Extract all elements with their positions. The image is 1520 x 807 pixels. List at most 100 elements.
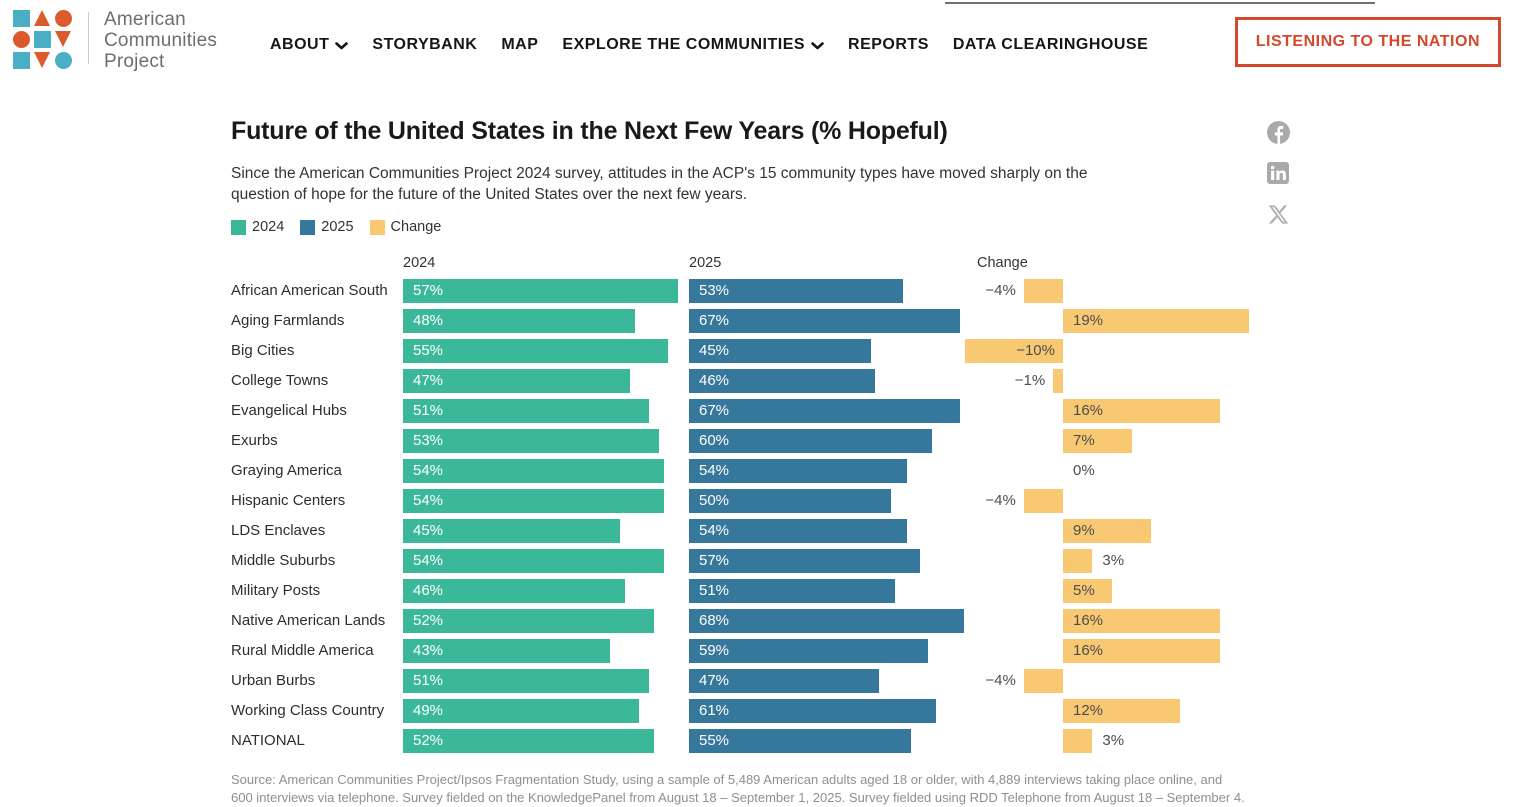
logo-triangle-icon [34, 52, 50, 68]
chart-row: Rural Middle America 43% 59% 16% [0, 639, 1520, 663]
row-label: Rural Middle America [231, 642, 374, 659]
chart-row: Working Class Country 49% 61% 12% [0, 699, 1520, 723]
chevron-down-icon [335, 42, 349, 50]
column-header-2025: 2025 [689, 255, 722, 271]
nav-label: EXPLORE THE COMMUNITIES [562, 36, 806, 53]
bar-value-label: 51% [699, 582, 730, 599]
bar-2024 [403, 309, 635, 333]
bar-change [1023, 279, 1063, 303]
bar-2025 [689, 729, 912, 753]
brand-line: Project [104, 51, 165, 72]
bar-2024 [403, 549, 664, 573]
listening-to-the-nation-button[interactable]: LISTENING TO THE NATION [1234, 17, 1501, 67]
bar-2025 [689, 669, 880, 693]
change-value-label: 16% [1073, 642, 1104, 659]
chart-row: Urban Burbs 51% 47% −4% [0, 669, 1520, 693]
bar-value-label: 57% [413, 282, 444, 299]
legend-swatch-change [369, 219, 385, 235]
bar-change [1023, 669, 1063, 693]
bar-2025 [689, 459, 908, 483]
bar-value-label: 48% [413, 312, 444, 329]
logo-square-icon [34, 31, 51, 48]
row-label: Working Class Country [231, 702, 385, 719]
chart-row: Big Cities 55% 45% −10% [0, 339, 1520, 363]
nav-item-reports[interactable]: REPORTS [848, 36, 929, 54]
row-label: NATIONAL [231, 732, 305, 749]
legend-item-2024: 2024 [231, 219, 284, 235]
bar-change [1063, 309, 1249, 333]
bar-value-label: 61% [699, 702, 730, 719]
nav-item-about[interactable]: ABOUT [270, 36, 349, 54]
main-nav: ABOUT STORYBANK MAP EXPLORE THE COMMUNIT… [270, 0, 1148, 90]
bar-value-label: 57% [699, 552, 730, 569]
nav-item-storybank[interactable]: STORYBANK [372, 36, 477, 54]
column-header-2024: 2024 [403, 255, 436, 271]
logo-circle-icon [55, 10, 72, 27]
chart-row: Native American Lands 52% 68% 16% [0, 609, 1520, 633]
x-icon[interactable] [1266, 202, 1290, 226]
linkedin-icon[interactable] [1266, 161, 1290, 185]
bar-change [1063, 429, 1132, 453]
row-label: Exurbs [231, 432, 278, 449]
brand-name[interactable]: American Communities Project [104, 9, 217, 72]
chart-row: Middle Suburbs 54% 57% 3% [0, 549, 1520, 573]
nav-label: DATA CLEARINGHOUSE [952, 36, 1149, 53]
logo-circle-icon [55, 52, 72, 69]
change-value-label: 16% [1073, 402, 1104, 419]
bar-value-label: 60% [699, 432, 730, 449]
search-input[interactable] [945, 2, 1375, 4]
row-label: Urban Burbs [231, 672, 316, 689]
bar-change [1063, 639, 1220, 663]
bar-2024 [403, 429, 659, 453]
bar-2024 [403, 459, 664, 483]
change-value-label: 0% [1073, 462, 1095, 479]
bar-change [1063, 579, 1112, 603]
bar-value-label: 46% [699, 372, 730, 389]
row-label: Middle Suburbs [231, 552, 336, 569]
chart-subtitle: Since the American Communities Project 2… [231, 165, 1088, 203]
nav-item-explore-the-communities[interactable]: EXPLORE THE COMMUNITIES [562, 36, 824, 54]
nav-label: STORYBANK [372, 36, 478, 53]
nav-label: REPORTS [848, 36, 929, 53]
bar-value-label: 47% [699, 672, 730, 689]
bar-value-label: 51% [413, 672, 444, 689]
bar-value-label: 54% [699, 462, 730, 479]
chart-row: African American South 57% 53% −4% [0, 279, 1520, 303]
bar-change [1063, 549, 1093, 573]
chart-row: Aging Farmlands 48% 67% 19% [0, 309, 1520, 333]
bar-change [1053, 369, 1063, 393]
legend-label: 2025 [321, 219, 354, 235]
bar-value-label: 67% [699, 402, 730, 419]
bar-value-label: 68% [699, 612, 730, 629]
row-label: LDS Enclaves [231, 522, 326, 539]
bar-2025 [689, 369, 876, 393]
bar-2024 [403, 729, 654, 753]
acp-logo[interactable] [13, 10, 72, 69]
row-label: Evangelical Hubs [231, 402, 347, 419]
change-value-label: 16% [1073, 612, 1104, 629]
bar-2025 [689, 309, 960, 333]
chart-legend: 2024 2025 Change [231, 219, 441, 235]
brand-line: American [104, 9, 186, 30]
legend-swatch-2024 [231, 219, 246, 235]
bar-2024 [403, 639, 611, 663]
bar-2025 [689, 429, 932, 453]
chart-row: Hispanic Centers 54% 50% −4% [0, 489, 1520, 513]
chart-row: Graying America 54% 54% 0% [0, 459, 1520, 483]
change-value-label: 5% [1073, 582, 1095, 599]
nav-item-map[interactable]: MAP [501, 36, 538, 54]
logo-divider [88, 12, 89, 64]
legend-label: 2024 [252, 219, 285, 235]
bar-2024 [403, 519, 621, 543]
bar-value-label: 49% [413, 702, 444, 719]
bar-change [965, 339, 1063, 363]
bar-2025 [689, 399, 960, 423]
bar-value-label: 47% [413, 372, 444, 389]
source-line: 600 interviews via telephone. Survey fie… [231, 790, 1245, 805]
logo-circle-icon [13, 31, 30, 48]
bar-value-label: 67% [699, 312, 730, 329]
facebook-icon[interactable] [1266, 120, 1290, 144]
change-value-label: 9% [1073, 522, 1095, 539]
logo-square-icon [13, 10, 30, 27]
nav-item-data-clearinghouse[interactable]: DATA CLEARINGHOUSE [953, 36, 1148, 54]
